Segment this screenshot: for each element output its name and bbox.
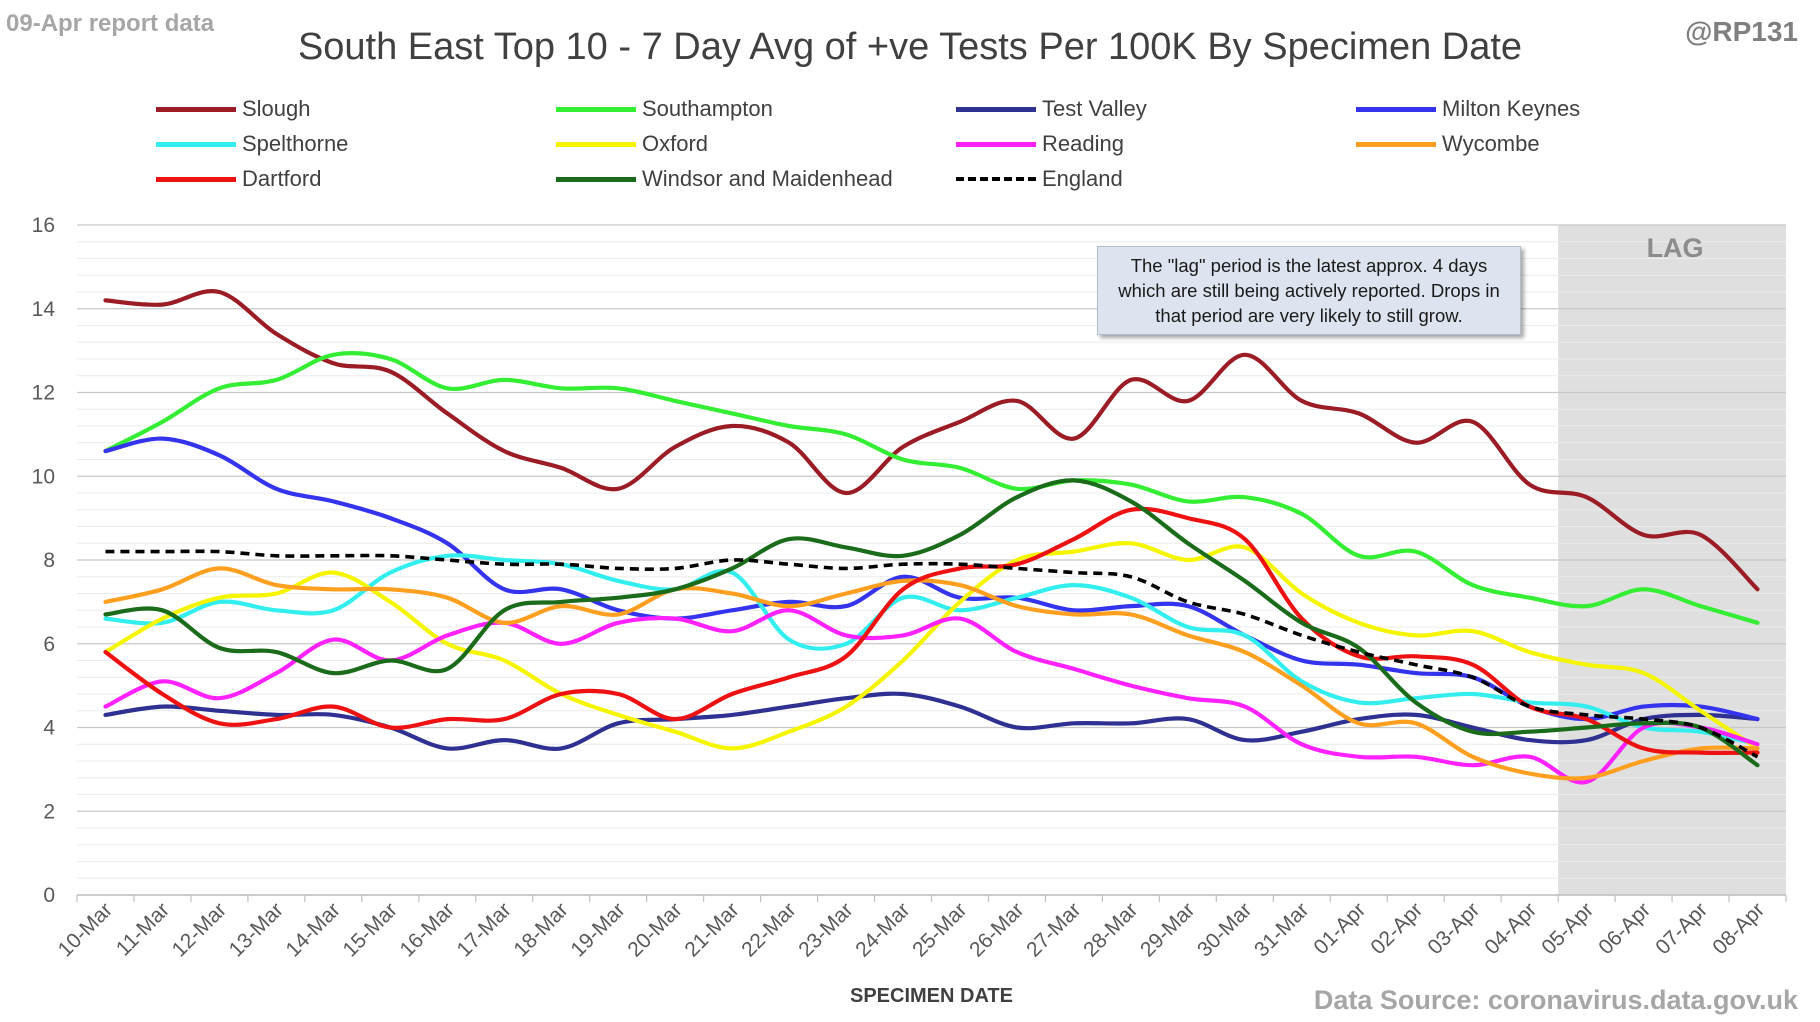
legend-swatch bbox=[156, 176, 236, 182]
x-tick-label: 13-Mar bbox=[225, 898, 288, 961]
x-tick-label: 29-Mar bbox=[1136, 898, 1199, 961]
legend-swatch bbox=[556, 176, 636, 182]
legend-swatch bbox=[956, 141, 1036, 147]
series-line-slough bbox=[103, 288, 1760, 592]
series-line-spelthorne bbox=[103, 553, 1760, 747]
legend-item-spelthorne: Spelthorne bbox=[156, 129, 348, 159]
series-line-reading bbox=[103, 608, 1760, 785]
series-line-england bbox=[105, 549, 1759, 759]
series-line-windsor-and-maidenhead bbox=[103, 478, 1760, 768]
legend-swatch bbox=[556, 106, 636, 112]
legend-label: England bbox=[1042, 166, 1123, 191]
y-tick-label: 16 bbox=[32, 214, 55, 237]
lag-annotation: The "lag" period is the latest approx. 4… bbox=[1097, 246, 1521, 335]
legend-swatch bbox=[1356, 106, 1436, 112]
x-tick-label: 08-Apr bbox=[1708, 898, 1769, 959]
legend-swatch bbox=[556, 141, 636, 147]
legend-label: Spelthorne bbox=[242, 131, 349, 156]
legend-label: Milton Keynes bbox=[1442, 96, 1581, 121]
x-tick-label: 19-Mar bbox=[566, 898, 629, 961]
x-tick-label: 02-Apr bbox=[1366, 898, 1427, 959]
legend-item-wycombe: Wycombe bbox=[1356, 129, 1540, 159]
x-tick-label: 15-Mar bbox=[339, 898, 402, 961]
y-tick-label: 10 bbox=[32, 465, 55, 488]
series-line-wycombe bbox=[103, 566, 1760, 781]
lag-label: LAG bbox=[1647, 233, 1704, 263]
y-tick-label: 2 bbox=[43, 800, 55, 823]
legend-label: Test Valley bbox=[1042, 96, 1147, 121]
x-tick-label: 31-Mar bbox=[1250, 898, 1313, 961]
x-tick-label: 28-Mar bbox=[1079, 898, 1142, 961]
x-tick-label: 07-Apr bbox=[1651, 898, 1712, 959]
x-tick-label: 03-Apr bbox=[1423, 898, 1484, 959]
x-tick-label: 12-Mar bbox=[168, 898, 231, 961]
x-tick-label: 18-Mar bbox=[509, 898, 572, 961]
x-tick-label: 14-Mar bbox=[282, 898, 345, 961]
x-tick-label: 06-Apr bbox=[1594, 898, 1655, 959]
legend-item-england: England bbox=[956, 164, 1123, 194]
author-handle: @RP131 bbox=[1685, 16, 1798, 47]
legend-label: Windsor and Maidenhead bbox=[642, 166, 893, 191]
legend-swatch bbox=[956, 106, 1036, 112]
series-line-oxford bbox=[103, 541, 1760, 751]
x-tick-label: 21-Mar bbox=[680, 898, 743, 961]
chart-title: South East Top 10 - 7 Day Avg of +ve Tes… bbox=[297, 26, 1523, 68]
report-date-label: 09-Apr report data bbox=[6, 10, 215, 37]
y-tick-label: 8 bbox=[43, 549, 55, 572]
x-tick-label: 23-Mar bbox=[794, 898, 857, 961]
x-tick-label: 22-Mar bbox=[737, 898, 800, 961]
legend-item-reading: Reading bbox=[956, 129, 1124, 159]
legend-label: Reading bbox=[1042, 131, 1124, 156]
data-source: Data Source: coronavirus.data.gov.uk bbox=[1313, 985, 1798, 1015]
x-tick-label: 24-Mar bbox=[851, 898, 914, 961]
x-tick-label: 04-Apr bbox=[1480, 898, 1541, 959]
x-axis-title: SPECIMEN DATE bbox=[850, 985, 1013, 1007]
y-tick-label: 0 bbox=[43, 884, 55, 907]
series-line-milton-keynes bbox=[103, 436, 1760, 722]
legend-item-dartford: Dartford bbox=[156, 164, 321, 194]
x-tick-label: 30-Mar bbox=[1193, 898, 1256, 961]
y-tick-label: 4 bbox=[43, 717, 55, 740]
x-tick-label: 25-Mar bbox=[908, 898, 971, 961]
legend-item-southampton: Southampton bbox=[556, 94, 773, 124]
legend-swatch bbox=[1356, 141, 1436, 147]
x-tick-label: 01-Apr bbox=[1309, 898, 1370, 959]
x-tick-label: 20-Mar bbox=[623, 898, 686, 961]
legend-label: Oxford bbox=[642, 131, 709, 156]
x-tick-label: 17-Mar bbox=[452, 898, 515, 961]
y-tick-label: 6 bbox=[43, 633, 55, 656]
legend-label: Wycombe bbox=[1442, 131, 1540, 156]
legend-item-oxford: Oxford bbox=[556, 129, 708, 159]
x-tick-label: 10-Mar bbox=[54, 898, 117, 961]
legend-swatch bbox=[156, 106, 236, 112]
legend-label: Southampton bbox=[642, 96, 773, 121]
x-tick-label: 27-Mar bbox=[1022, 898, 1085, 961]
legend-swatch bbox=[956, 177, 1036, 181]
x-tick-label: 16-Mar bbox=[396, 898, 459, 961]
legend-label: Dartford bbox=[242, 166, 322, 191]
series-line-test-valley bbox=[103, 691, 1760, 751]
legend-item-test-valley: Test Valley bbox=[956, 94, 1147, 124]
x-tick-label: 26-Mar bbox=[965, 898, 1028, 961]
legend-label: Slough bbox=[242, 96, 311, 121]
series-line-southampton bbox=[103, 351, 1760, 625]
x-tick-label: 05-Apr bbox=[1537, 898, 1598, 959]
legend-item-slough: Slough bbox=[156, 94, 311, 124]
legend-item-milton-keynes: Milton Keynes bbox=[1356, 94, 1580, 124]
series-line-dartford bbox=[103, 506, 1760, 756]
y-tick-label: 12 bbox=[32, 382, 55, 405]
legend-swatch bbox=[156, 141, 236, 147]
legend-item-windsor-and-maidenhead: Windsor and Maidenhead bbox=[556, 164, 893, 194]
y-tick-label: 14 bbox=[32, 298, 56, 321]
x-tick-label: 11-Mar bbox=[112, 898, 174, 960]
